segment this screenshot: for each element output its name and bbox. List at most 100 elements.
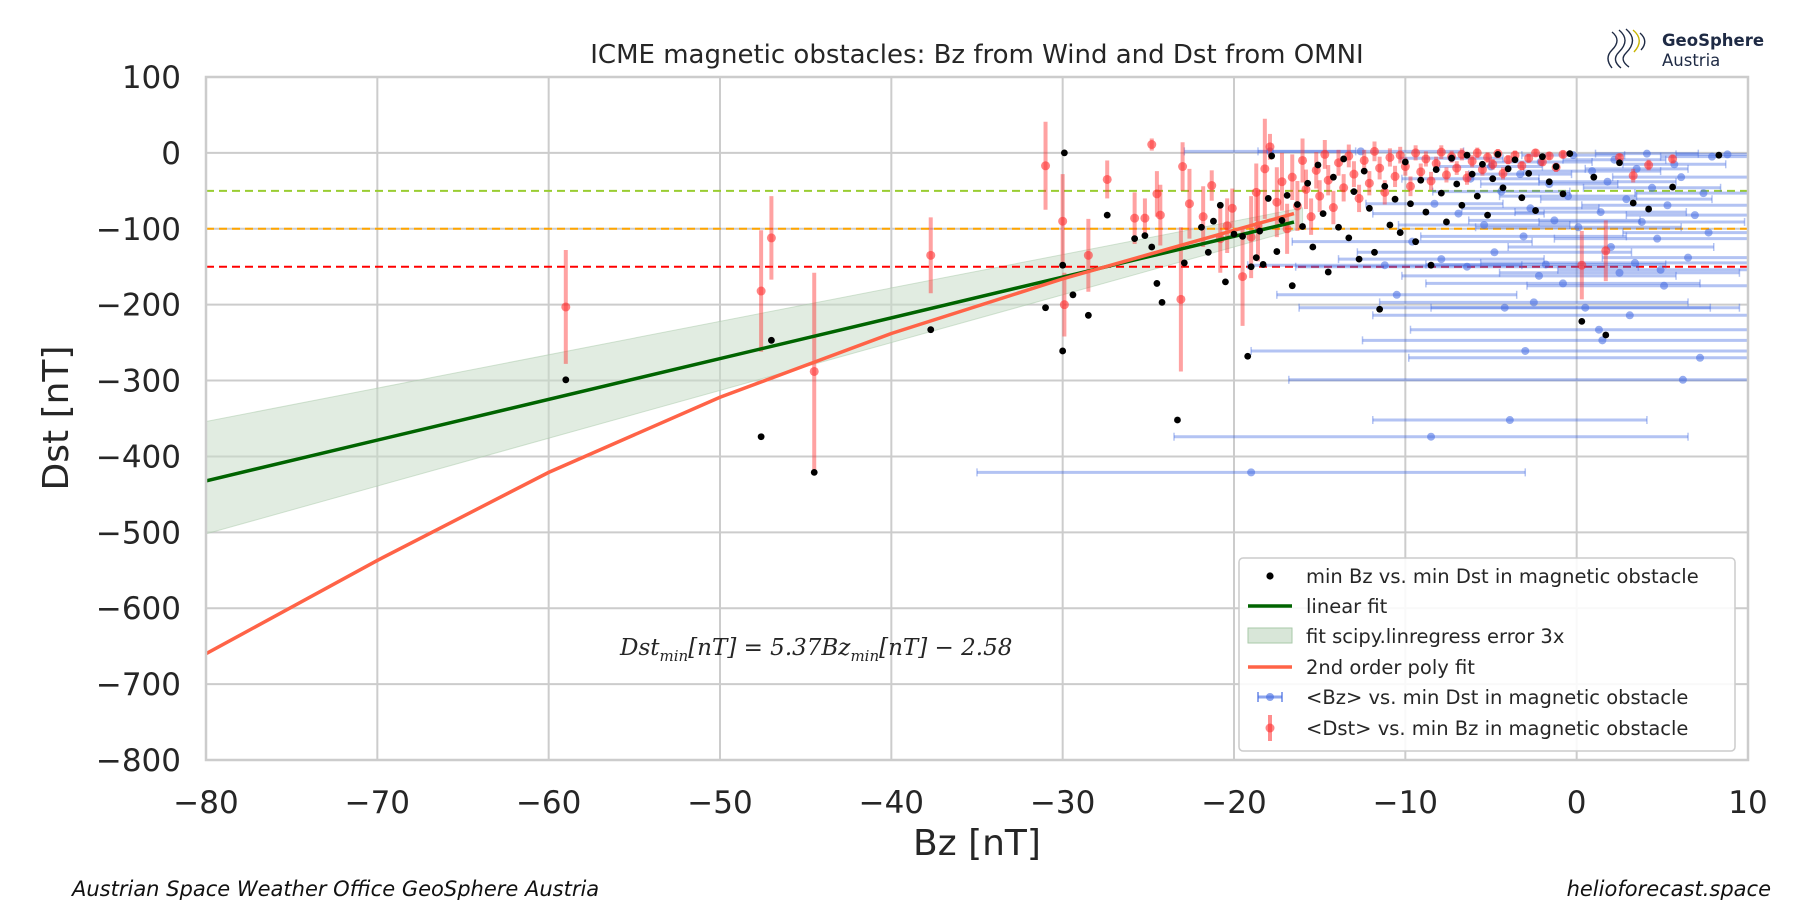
- bz-errorbar: [1408, 353, 1748, 362]
- y-tick-label: −400: [96, 439, 181, 475]
- bz-errorbar-dot: [1534, 271, 1543, 280]
- logo-swirl-4: [1632, 29, 1640, 53]
- plot-frame: [204, 75, 1750, 762]
- bz-errorbar-dot: [1519, 232, 1528, 241]
- bz-errorbar: [1372, 311, 1748, 320]
- dst-errorbar-dot: [1498, 168, 1508, 178]
- bz-errorbar-dot: [1622, 195, 1631, 204]
- legend-label-bz-errorbar: <Bz> vs. min Dst in magnetic obstacle: [1306, 686, 1688, 709]
- data-point: [1309, 243, 1317, 251]
- dst-errorbar-dot: [1380, 187, 1390, 197]
- bz-errorbar: [1538, 217, 1746, 226]
- legend-label-fit-band: fit scipy.linregress error 3x: [1306, 625, 1564, 648]
- bz-errorbar: [1474, 223, 1682, 232]
- data-point: [1518, 194, 1526, 202]
- bz-errorbar: [1378, 298, 1689, 307]
- bz-errorbar-dot: [1723, 150, 1732, 159]
- data-point: [1443, 218, 1450, 226]
- bz-errorbar-dot: [1696, 353, 1705, 362]
- dst-errorbar: [1301, 169, 1311, 210]
- poly-fit-line: [206, 211, 1295, 656]
- data-point: [757, 433, 765, 441]
- dst-errorbar: [1339, 174, 1349, 202]
- legend-label-dst-errorbar: <Dst> vs. min Bz in magnetic obstacle: [1306, 717, 1688, 740]
- data-point: [1230, 230, 1238, 238]
- legend-entry-dst-errorbar: <Dst> vs. min Bz in magnetic obstacle: [1265, 715, 1688, 741]
- data-point: [1532, 207, 1539, 214]
- data-point: [1293, 201, 1301, 208]
- dst-errorbar-dot: [1083, 250, 1093, 260]
- bz-errorbar: [1634, 189, 1748, 198]
- data-point: [1417, 176, 1425, 184]
- dst-errorbar: [1375, 156, 1385, 180]
- dst-errorbar-dot: [1041, 161, 1051, 171]
- data-point: [1511, 156, 1519, 164]
- dst-errorbar: [1452, 161, 1462, 175]
- data-point: [1715, 151, 1723, 159]
- y-axis-ticks: 100 0 −100 −200 −300 −400 −500 −600 −700 −800: [96, 60, 181, 779]
- dst-errorbar-dot: [1452, 163, 1462, 173]
- bz-errorbar: [1337, 255, 1545, 264]
- dst-errorbar-dot: [1517, 161, 1527, 171]
- dst-errorbar: [1277, 152, 1287, 211]
- dst-errorbar-dot: [1227, 203, 1237, 213]
- data-point: [1407, 200, 1414, 208]
- data-point: [1335, 223, 1342, 231]
- data-point: [1158, 298, 1166, 306]
- dst-errorbar: [1601, 220, 1611, 282]
- bz-errorbar: [1584, 164, 1689, 173]
- dst-errorbar: [1405, 176, 1415, 197]
- data-point: [1484, 211, 1491, 219]
- bz-errorbar: [1582, 183, 1722, 192]
- dst-errorbar: [1558, 149, 1568, 159]
- logo-swirl-3: [1622, 28, 1634, 68]
- dst-errorbar-dot: [1537, 157, 1547, 167]
- dst-errorbar: [1359, 149, 1369, 172]
- data-point: [1329, 173, 1337, 181]
- x-tick-label: 0: [1567, 785, 1587, 821]
- dst-errorbar-dot: [1130, 213, 1140, 223]
- dst-errorbar: [1140, 198, 1150, 238]
- dst-errorbar-dot: [1531, 148, 1541, 158]
- legend-label-points: min Bz vs. min Dst in magnetic obstacle: [1306, 565, 1699, 588]
- dst-errorbar-dot: [1421, 154, 1431, 164]
- dst-errorbar: [1315, 180, 1325, 213]
- bz-errorbar: [1409, 325, 1748, 334]
- data-point: [1340, 155, 1348, 163]
- bz-errorbar-dot: [1356, 147, 1365, 156]
- bz-errorbar-dot: [1699, 189, 1708, 198]
- bz-errorbar: [1425, 279, 1701, 288]
- bz-errorbar-dot: [1594, 325, 1603, 334]
- dst-errorbar: [1227, 188, 1237, 229]
- dst-errorbar-dot: [1503, 155, 1513, 165]
- data-point: [1401, 158, 1409, 166]
- bz-errorbar: [1173, 432, 1689, 441]
- dst-errorbar: [1287, 154, 1297, 200]
- dst-errorbar: [1260, 118, 1270, 219]
- dst-errorbar-dot: [1405, 181, 1415, 191]
- bz-errorbar-dot: [1392, 290, 1401, 299]
- dst-errorbar: [1467, 155, 1477, 168]
- x-tick-label: 10: [1728, 785, 1767, 821]
- bz-errorbar: [1625, 211, 1748, 220]
- data-point: [1247, 263, 1255, 271]
- dst-errorbar: [1178, 142, 1188, 191]
- data-point: [1629, 199, 1637, 207]
- dst-errorbar-dot: [1558, 149, 1568, 159]
- dst-errorbar: [1102, 160, 1112, 199]
- dst-errorbar: [1441, 167, 1451, 183]
- bz-errorbar-dot: [1516, 170, 1525, 179]
- dst-errorbar-dot: [1577, 260, 1587, 270]
- bz-errorbar: [1425, 260, 1667, 269]
- min-bz-min-dst-points: [562, 149, 1723, 476]
- logo-swirl-1: [1607, 31, 1618, 69]
- data-point: [1391, 195, 1399, 203]
- dst-errorbar-dot: [1328, 203, 1338, 213]
- dst-errorbar-dot: [1436, 147, 1446, 157]
- dst-errorbar-dot: [1601, 246, 1611, 256]
- data-point: [1210, 217, 1217, 225]
- bz-errorbar: [1514, 208, 1688, 217]
- dst-errorbar: [1222, 198, 1232, 254]
- bz-errorbar: [1276, 290, 1518, 299]
- dst-errorbar: [1059, 272, 1069, 337]
